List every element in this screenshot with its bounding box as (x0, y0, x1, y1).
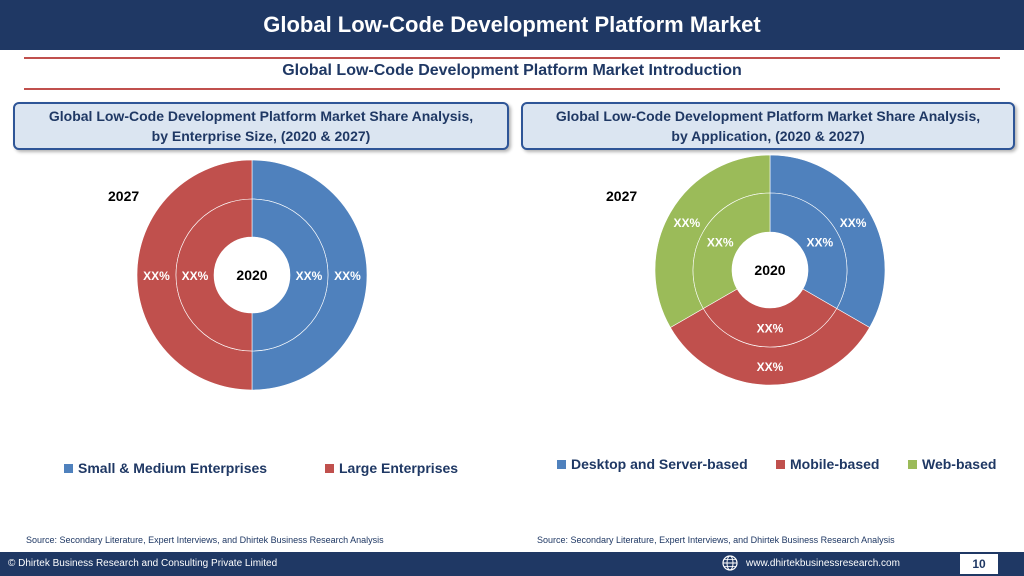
legend-swatch-red (776, 459, 785, 469)
top-divider (24, 57, 1000, 59)
globe-icon (722, 555, 738, 571)
donut-0-hole (214, 237, 290, 313)
source-note-left: Source: Secondary Literature, Expert Int… (26, 535, 384, 545)
donut-0-data-label: XX% (143, 269, 170, 283)
right-chart-title: Global Low-Code Development Platform Mar… (555, 108, 981, 144)
donut-1-outer-label: 2027 (606, 188, 637, 204)
legend-item-small-medium: Small & Medium Enterprises (64, 460, 267, 476)
donut-0-data-label: XX% (182, 269, 209, 283)
donut-0-data-label: XX% (296, 269, 323, 283)
donut-1-data-label: XX% (757, 322, 784, 336)
legend-swatch-green (908, 459, 917, 469)
page-title: Global Low-Code Development Platform Mar… (263, 12, 761, 37)
donut-1-data-label: XX% (674, 216, 701, 230)
donut-1-hole (732, 232, 808, 308)
copyright-text: © Dhirtek Business Research and Consulti… (8, 558, 278, 569)
donut-1-data-label: XX% (757, 360, 784, 374)
donut-1-data-label: XX% (707, 235, 734, 249)
legend-swatch-red (325, 463, 334, 473)
source-note-right: Source: Secondary Literature, Expert Int… (537, 535, 895, 545)
legend-label: Large Enterprises (339, 460, 459, 476)
page-title-bar: Global Low-Code Development Platform Mar… (0, 0, 1024, 50)
legend-item-large: Large Enterprises (325, 460, 458, 476)
legend-swatch-blue (64, 463, 73, 473)
footer-bar: © Dhirtek Business Research and Consulti… (0, 552, 1024, 576)
donut-1-data-label: XX% (806, 235, 833, 249)
legend-item-desktop: Desktop and Server-based (557, 456, 748, 472)
right-chart-title-box: Global Low-Code Development Platform Mar… (521, 102, 1015, 150)
bottom-divider (24, 88, 1000, 90)
donut-charts: XX% XX% XX% XX% 2020 2027 XX% XX% XX% XX% XX% XX% 20… (108, 154, 886, 391)
legend-label: Desktop and Server-based (571, 456, 748, 472)
donut-1-inner-label: 2020 (754, 262, 785, 278)
legend-item-mobile: Mobile-based (776, 456, 879, 472)
left-chart-title: Global Low-Code Development Platform Mar… (48, 108, 474, 144)
legend-item-web: Web-based (908, 456, 996, 472)
legend-label: Small & Medium Enterprises (78, 460, 268, 476)
legend-label: Mobile-based (790, 456, 880, 472)
legend-swatch-blue (557, 459, 566, 469)
legend-label: Web-based (922, 456, 997, 472)
donut-1-data-label: XX% (840, 216, 867, 230)
donut-0-data-label: XX% (334, 269, 361, 283)
section-subtitle: Global Low-Code Development Platform Mar… (282, 62, 742, 79)
page-number: 10 (960, 554, 998, 574)
website-link[interactable]: www.dhirtekbusinessresearch.com (746, 558, 900, 569)
donut-0-inner-label: 2020 (236, 267, 267, 283)
donut-0-outer-label: 2027 (108, 188, 139, 204)
left-chart-title-box: Global Low-Code Development Platform Mar… (13, 102, 509, 150)
